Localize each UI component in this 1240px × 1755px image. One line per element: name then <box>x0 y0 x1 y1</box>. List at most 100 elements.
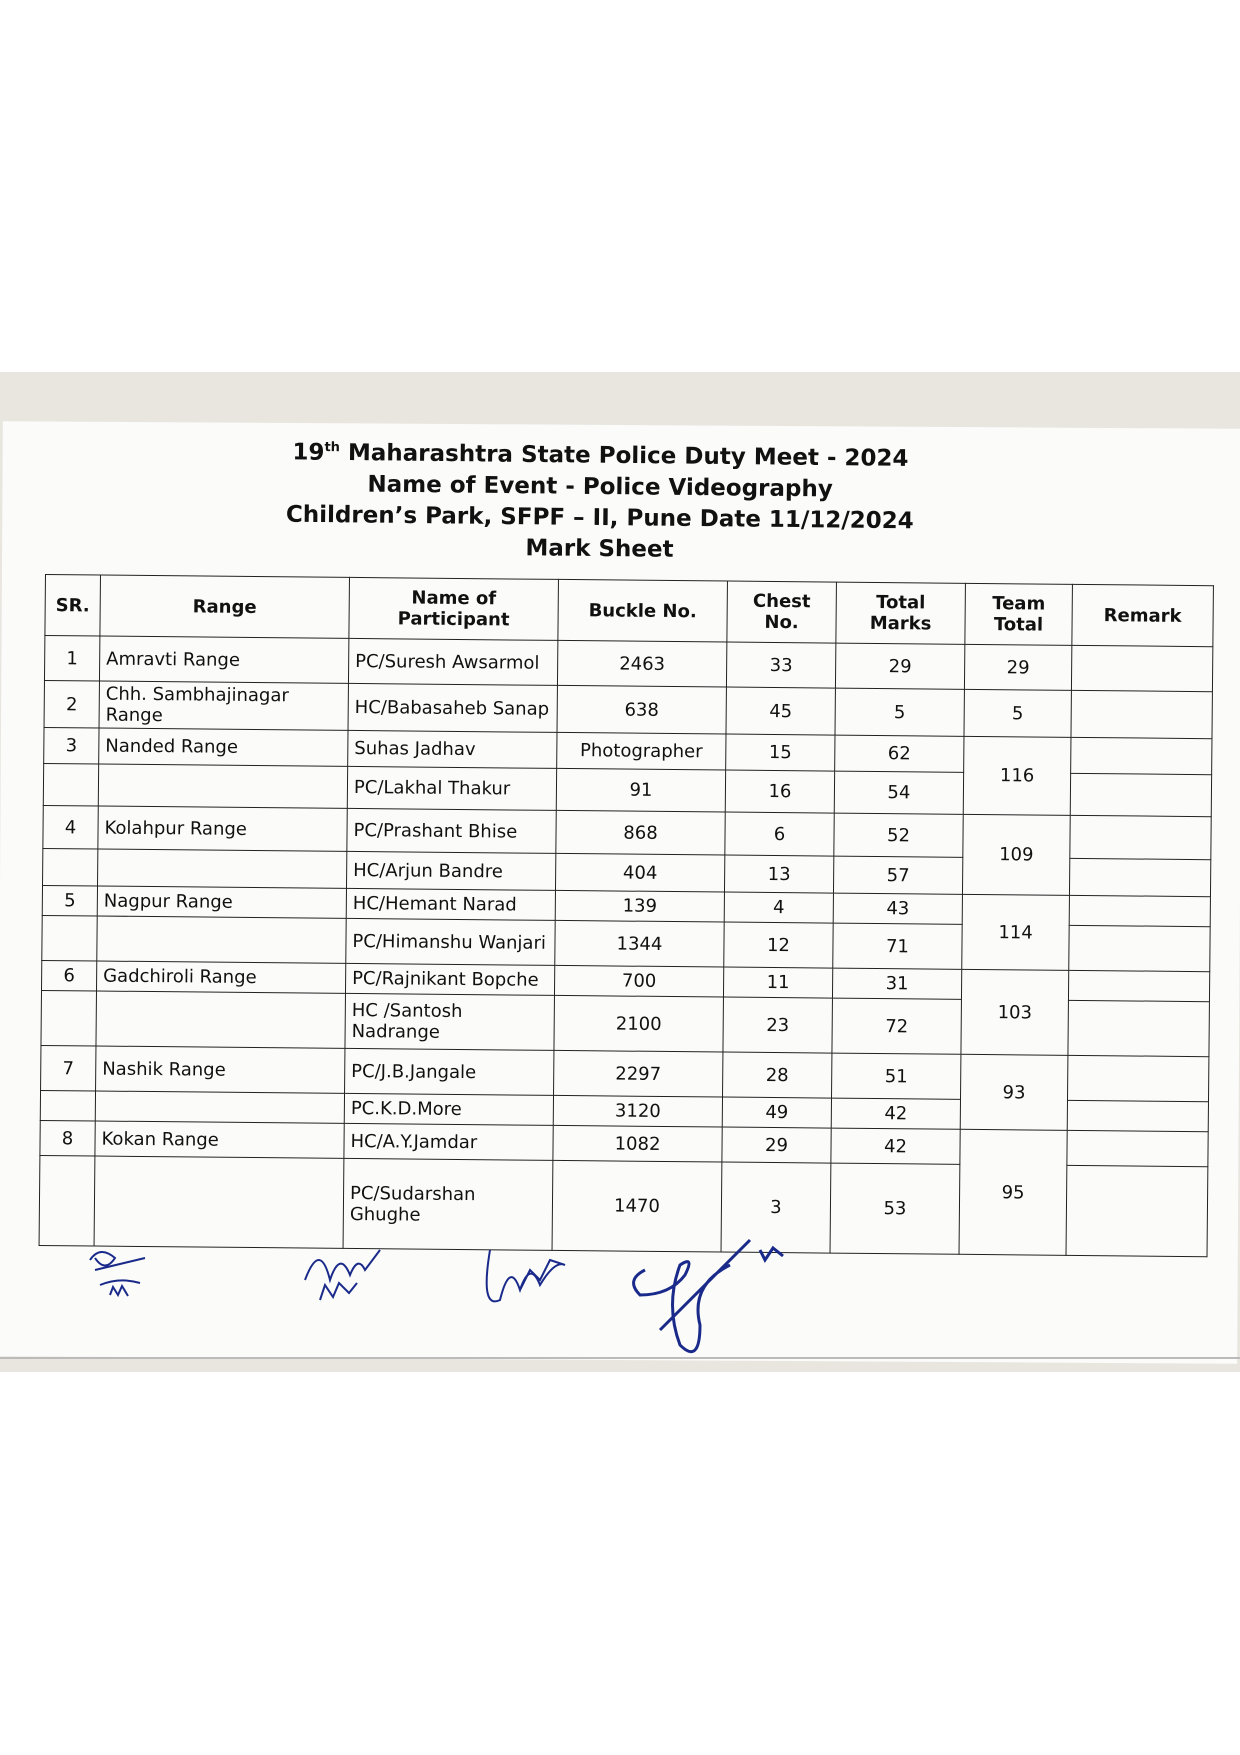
total-marks-cell: 5 <box>834 688 965 737</box>
sr-cell: 8 <box>39 1120 96 1157</box>
range-cell <box>97 849 347 889</box>
participant-name-cell: HC/Babasaheb Sanap <box>348 683 558 733</box>
chest-no-cell: 33 <box>726 642 836 689</box>
col-team-total: Team Total <box>964 583 1073 646</box>
buckle-no-cell: 2463 <box>557 640 727 688</box>
remark-cell <box>1069 895 1211 927</box>
chest-no-cell: 45 <box>725 687 836 736</box>
chest-no-cell: 15 <box>725 734 835 772</box>
range-cell <box>98 764 348 809</box>
chest-no-cell: 28 <box>722 1052 832 1099</box>
sr-cell: 6 <box>41 960 97 992</box>
signature-4 <box>632 1238 784 1354</box>
range-cell: Nashik Range <box>95 1046 345 1094</box>
chest-no-cell: 13 <box>724 855 834 894</box>
buckle-no-cell: 404 <box>555 853 725 893</box>
participant-name-cell: PC.K.D.More <box>344 1093 554 1126</box>
buckle-no-cell: 139 <box>555 890 725 923</box>
table-header-row: SR. Range Name of Participant Buckle No.… <box>44 574 1214 647</box>
sr-cell: 2 <box>44 680 100 729</box>
total-marks-cell: 72 <box>831 998 962 1055</box>
remark-cell <box>1067 1000 1210 1057</box>
col-buckle: Buckle No. <box>557 579 728 643</box>
signature-3 <box>485 1249 566 1303</box>
sr-cell: 7 <box>40 1045 96 1092</box>
team-total-cell: 116 <box>963 736 1071 816</box>
range-cell: Nagpur Range <box>97 886 347 919</box>
range-cell <box>95 991 346 1049</box>
remark-cell <box>1066 1130 1209 1167</box>
total-marks-cell: 62 <box>834 735 964 773</box>
sr-cell: 4 <box>42 805 99 850</box>
col-sr: SR. <box>44 574 101 637</box>
remark-cell <box>1069 815 1212 860</box>
range-cell: Gadchiroli Range <box>96 961 346 994</box>
sr-cell <box>40 1090 96 1122</box>
col-total-marks: Total Marks <box>835 582 966 645</box>
col-remark: Remark <box>1071 584 1214 647</box>
buckle-no-cell: 2297 <box>553 1050 723 1098</box>
sr-cell: 3 <box>43 727 100 765</box>
range-cell <box>96 916 347 964</box>
participant-name-cell: PC/Prashant Bhise <box>346 808 557 854</box>
scan-edge <box>0 1357 1240 1359</box>
total-marks-cell: 42 <box>830 1128 961 1165</box>
remark-cell <box>1067 1055 1209 1102</box>
chest-no-cell: 29 <box>721 1127 832 1164</box>
participant-name-cell: HC/A.Y.Jamdar <box>343 1123 554 1161</box>
sr-cell <box>43 763 99 807</box>
participant-name-cell: PC/J.B.Jangale <box>344 1048 554 1096</box>
chest-no-cell: 23 <box>722 997 833 1054</box>
chest-no-cell: 11 <box>723 967 833 999</box>
participant-name-cell: PC/Himanshu Wanjari <box>345 918 556 966</box>
remark-cell <box>1068 970 1210 1002</box>
buckle-no-cell: 700 <box>554 965 724 998</box>
signature-1 <box>89 1251 146 1298</box>
document-header: 19th Maharashtra State Police Duty Meet … <box>0 429 1201 571</box>
sr-cell: 5 <box>42 885 98 917</box>
chest-no-cell: 12 <box>723 922 834 969</box>
team-total-cell: 29 <box>964 644 1072 691</box>
remark-cell <box>1067 1100 1209 1132</box>
participant-name-cell: HC/Arjun Bandre <box>346 851 556 891</box>
col-name: Name of Participant <box>348 577 559 641</box>
buckle-no-cell: 3120 <box>553 1095 723 1128</box>
buckle-no-cell: 868 <box>555 810 726 856</box>
col-range: Range <box>99 575 350 639</box>
range-cell <box>95 1091 345 1124</box>
team-total-cell: 93 <box>960 1054 1068 1131</box>
team-total-cell: 114 <box>961 894 1070 971</box>
participant-name-cell: PC/Lakhal Thakur <box>347 766 557 811</box>
buckle-no-cell: 1082 <box>552 1125 723 1163</box>
remark-cell <box>1070 773 1212 817</box>
remark-cell <box>1068 925 1211 972</box>
total-marks-cell: 52 <box>833 813 964 858</box>
team-total-cell: 5 <box>963 689 1072 738</box>
total-marks-cell: 57 <box>833 856 963 895</box>
buckle-no-cell: 91 <box>556 768 726 813</box>
mark-sheet-table: SR. Range Name of Participant Buckle No.… <box>39 574 1214 1257</box>
col-chest: Chest No. <box>726 581 837 644</box>
total-marks-cell: 54 <box>834 771 964 815</box>
team-total-cell: 109 <box>962 814 1071 896</box>
range-cell: Amravti Range <box>99 636 349 684</box>
remark-cell <box>1069 858 1211 897</box>
total-marks-cell: 51 <box>831 1053 961 1100</box>
signature-2 <box>304 1249 381 1301</box>
total-marks-cell: 43 <box>833 893 963 925</box>
total-marks-cell: 29 <box>835 643 965 690</box>
range-cell: Chh. Sambhajinagar Range <box>99 681 349 731</box>
sr-cell <box>40 990 97 1047</box>
participant-name-cell: PC/Suresh Awsarmol <box>348 638 558 686</box>
sr-cell <box>42 848 98 887</box>
buckle-no-cell: 638 <box>557 685 727 735</box>
range-cell: Kokan Range <box>94 1121 345 1159</box>
sr-cell <box>41 915 98 962</box>
remark-cell <box>1070 690 1213 739</box>
chest-no-cell: 4 <box>724 892 834 924</box>
remark-cell <box>1070 737 1212 775</box>
participant-name-cell: PC/Rajnikant Bopche <box>345 963 555 996</box>
buckle-no-cell: Photographer <box>556 732 726 771</box>
total-marks-cell: 71 <box>832 923 963 970</box>
remark-cell <box>1071 645 1213 692</box>
